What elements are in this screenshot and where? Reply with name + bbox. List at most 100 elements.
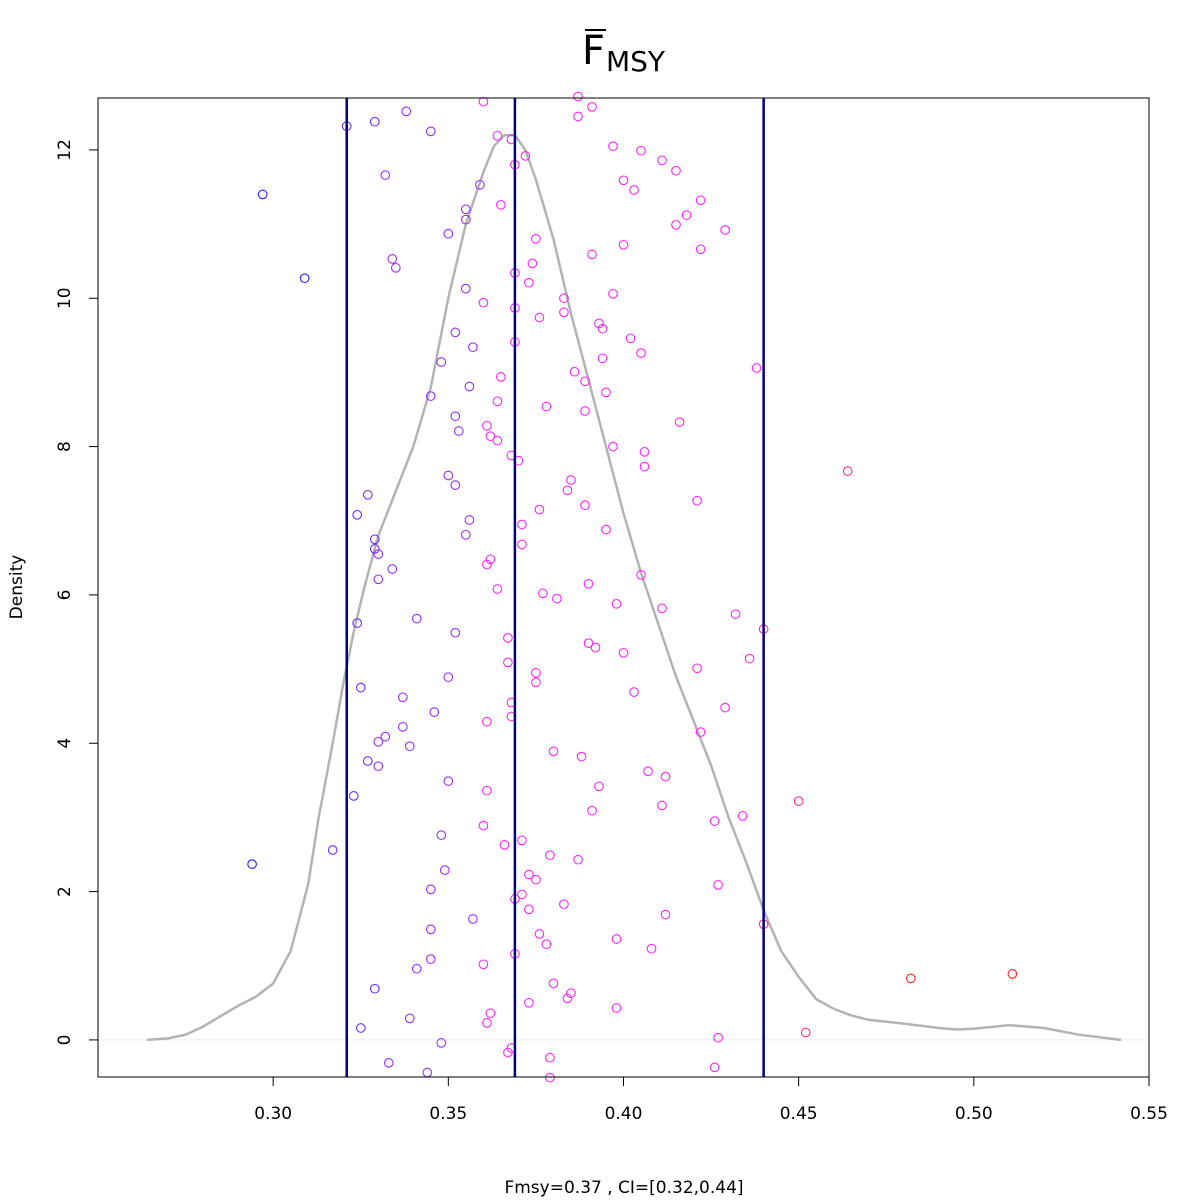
data-point: [720, 225, 730, 235]
data-point: [531, 874, 541, 885]
data-point: [492, 435, 503, 446]
data-point: [545, 850, 555, 861]
data-point: [352, 509, 363, 520]
data-point: [485, 554, 496, 565]
data-point: [576, 751, 587, 762]
data-point: [601, 387, 611, 398]
data-point: [639, 446, 650, 457]
data-point: [587, 249, 597, 260]
data-point: [559, 293, 569, 304]
data-point: [482, 1018, 492, 1028]
data-point: [629, 185, 639, 195]
data-point: [299, 273, 310, 284]
data-point: [618, 647, 629, 658]
data-point: [425, 391, 436, 401]
data-point: [404, 1013, 415, 1024]
data-point: [468, 342, 478, 353]
data-point: [443, 228, 454, 239]
data-point: [453, 426, 464, 436]
data-point: [545, 1052, 555, 1063]
data-point: [404, 741, 415, 752]
data-point: [692, 663, 702, 674]
data-point: [594, 781, 604, 792]
data-point: [636, 570, 646, 580]
data-point: [524, 869, 534, 880]
data-point: [503, 633, 513, 643]
data-point: [492, 584, 503, 594]
data-point: [425, 884, 436, 895]
data-point: [517, 835, 527, 846]
data-point: [681, 210, 692, 221]
data-point: [425, 924, 436, 935]
data-point: [460, 204, 471, 215]
data-point: [450, 411, 461, 422]
data-point: [422, 1067, 433, 1078]
data-point: [636, 145, 646, 156]
data-point: [397, 722, 408, 732]
data-point: [695, 195, 706, 206]
data-point: [611, 934, 622, 944]
data-point: [485, 431, 496, 442]
data-point: [436, 830, 447, 841]
data-point: [541, 939, 552, 950]
data-point: [695, 244, 706, 255]
data-point: [524, 997, 534, 1008]
x-axis: 0.30 0.35 0.40 0.45 0.50 0.55: [254, 1076, 1168, 1124]
data-point: [373, 574, 384, 585]
x-tick-label: 0.35: [429, 1104, 467, 1124]
data-point: [709, 1062, 720, 1073]
plot-frame: [97, 97, 1150, 1078]
data-point: [618, 175, 629, 186]
data-point: [534, 312, 545, 323]
data-point: [397, 692, 408, 703]
data-point: [464, 515, 475, 525]
data-point: [478, 297, 489, 308]
data-point: [482, 559, 492, 570]
data-point: [503, 657, 513, 668]
data-point: [660, 909, 671, 920]
data-point: [387, 254, 398, 264]
data-point: [737, 811, 748, 821]
data-point: [369, 544, 380, 554]
data-point: [611, 598, 622, 609]
data-point: [352, 618, 363, 628]
data-point: [580, 500, 590, 511]
data-point: [562, 993, 573, 1004]
data-point: [657, 155, 667, 166]
data-point: [657, 603, 667, 614]
data-point: [531, 234, 541, 244]
data-point: [573, 854, 583, 865]
data-point: [362, 489, 373, 500]
x-tick-label: 0.55: [1130, 1104, 1168, 1124]
data-point: [496, 199, 506, 210]
data-point: [671, 219, 681, 230]
data-point: [436, 357, 447, 367]
data-point: [387, 564, 398, 574]
data-point: [531, 667, 541, 678]
data-point: [793, 796, 804, 806]
y-axis-label: Density: [7, 555, 27, 620]
data-point: [411, 613, 422, 624]
data-point: [695, 727, 706, 737]
data-point: [583, 578, 594, 589]
data-point: [257, 189, 268, 200]
data-point: [636, 348, 646, 358]
y-tick-label: 2: [55, 886, 75, 897]
data-point: [905, 973, 916, 984]
data-point: [527, 258, 538, 269]
data-point: [482, 420, 492, 431]
data-point: [383, 1058, 394, 1068]
data-point: [499, 840, 510, 850]
data-point: [517, 889, 527, 900]
data-point: [552, 593, 562, 604]
data-point: [709, 816, 720, 826]
data-point: [573, 111, 583, 122]
data-point: [629, 687, 639, 697]
data-point: [443, 776, 454, 786]
data-point: [720, 702, 730, 713]
y-axis: 0 2 4 6 8 10 12: [55, 139, 99, 1045]
x-tick-label: 0.40: [605, 1104, 643, 1124]
data-point: [450, 627, 461, 638]
data-point: [517, 519, 527, 530]
